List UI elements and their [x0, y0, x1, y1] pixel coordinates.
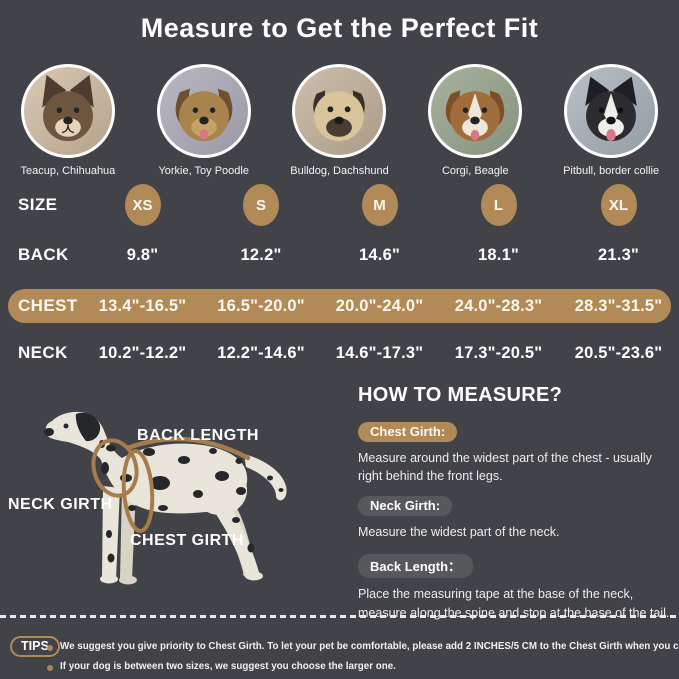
how-to-measure-heading: HOW TO MEASURE?	[358, 384, 563, 406]
breed-chihuahua: Teacup, Chihuahua	[0, 64, 136, 177]
size-badge-xs: XS	[124, 184, 161, 226]
measuring-diagram: BACK LENGTH NECK GIRTH CHEST GIRTH	[8, 388, 338, 613]
table-row-back: BACK 9.8" 12.2" 14.6" 18.1" 21.3"	[0, 237, 679, 273]
back-value: 18.1"	[478, 245, 519, 264]
tip-text-1: We suggest you give priority to Chest Gi…	[60, 641, 679, 652]
neck-girth-rope	[91, 438, 139, 498]
back-value: 12.2"	[240, 245, 282, 264]
breed-label: Bulldog, Dachshund	[290, 165, 389, 177]
breed-bulldog: Bulldog, Dachshund	[272, 64, 408, 177]
row-header-neck: NECK	[18, 343, 68, 362]
table-row-size: SIZE XS S M L XL	[0, 183, 679, 227]
breed-label: Corgi, Beagle	[441, 165, 509, 177]
neck-value: 14.6"-17.3"	[335, 343, 424, 362]
back-value: 9.8"	[126, 245, 159, 264]
chihuahua-dog-icon	[42, 74, 94, 142]
chest-girth-label: CHEST GIRTH	[130, 532, 244, 549]
back-length-term-badge: Back Length：	[358, 554, 474, 579]
chest-value: 28.3"-31.5"	[574, 296, 663, 315]
chest-value: 20.0"-24.0"	[335, 296, 424, 315]
bullet-dot	[47, 645, 53, 651]
neck-girth-term-badge: Neck Girth:	[358, 496, 453, 517]
back-length-rope	[125, 436, 251, 461]
neck-girth-label: NECK GIRTH	[8, 496, 113, 513]
neck-girth-description: Measure the widest part of the neck.	[358, 525, 560, 540]
chest-value: 13.4"-16.5"	[98, 296, 187, 315]
chest-girth-rope	[121, 449, 155, 533]
beagle-dog-icon	[446, 90, 505, 142]
yorkie-dog-icon	[175, 88, 233, 142]
tips-section: TIPS We suggest you give priority to Che…	[0, 632, 679, 679]
neck-value: 20.5"-23.6"	[574, 343, 663, 362]
size-badge-l: L	[480, 184, 517, 226]
breed-label: Teacup, Chihuahua	[20, 165, 116, 177]
breed-label: Yorkie, Toy Poodle	[158, 165, 249, 177]
row-header-chest: CHEST	[18, 296, 78, 315]
neck-value: 17.3"-20.5"	[454, 343, 543, 362]
table-row-neck: NECK 10.2"-12.2" 12.2"-14.6" 14.6"-17.3"…	[0, 335, 679, 371]
breed-yorkie: Yorkie, Toy Poodle	[136, 64, 272, 177]
pug-dog-icon	[313, 90, 366, 142]
how-to-measure-section: HOW TO MEASURE? Chest Girth: Measure aro…	[358, 384, 672, 622]
page-title: Measure to Get the Perfect Fit	[140, 13, 539, 43]
table-row-chest: CHEST 13.4"-16.5" 16.5"-20.0" 20.0"-24.0…	[0, 289, 679, 323]
dashed-divider	[0, 615, 679, 618]
chest-girth-term-badge: Chest Girth:	[358, 422, 458, 442]
breed-beagle: Corgi, Beagle	[407, 64, 543, 177]
yorkie-photo	[156, 64, 251, 158]
size-badge-m: M	[361, 184, 398, 226]
beagle-photo	[428, 64, 523, 158]
neck-value: 10.2"-12.2"	[98, 343, 187, 362]
back-value: 21.3"	[598, 245, 639, 264]
tips-badge: TIPS	[10, 636, 60, 657]
breed-collie: Pitbull, border collie	[543, 64, 679, 177]
neck-value: 12.2"-14.6"	[217, 343, 305, 362]
chest-value: 16.5"-20.0"	[217, 296, 305, 315]
collie-photo	[564, 64, 659, 158]
breed-label: Pitbull, border collie	[563, 165, 660, 177]
size-badge-s: S	[243, 184, 279, 226]
back-length-label: BACK LENGTH	[137, 427, 259, 444]
border-collie-dog-icon	[585, 76, 637, 142]
breed-row: Teacup, Chihuahua Yorkie, Toy Poodle	[0, 64, 679, 177]
chest-row-highlight	[8, 289, 671, 323]
tip-text-2: If your dog is between two sizes, we sug…	[60, 661, 396, 672]
bullet-dot	[47, 665, 53, 671]
chihuahua-photo	[20, 64, 115, 158]
dalmatian-dog-illustration	[44, 411, 287, 585]
chest-value: 24.0"-28.3"	[454, 296, 543, 315]
chest-girth-description: Measure around the widest part of the ch…	[358, 451, 652, 484]
bulldog-photo	[292, 64, 387, 158]
size-badge-xl: XL	[600, 184, 637, 226]
back-value: 14.6"	[359, 245, 400, 264]
row-header-size: SIZE	[18, 195, 58, 214]
row-header-back: BACK	[18, 245, 69, 264]
